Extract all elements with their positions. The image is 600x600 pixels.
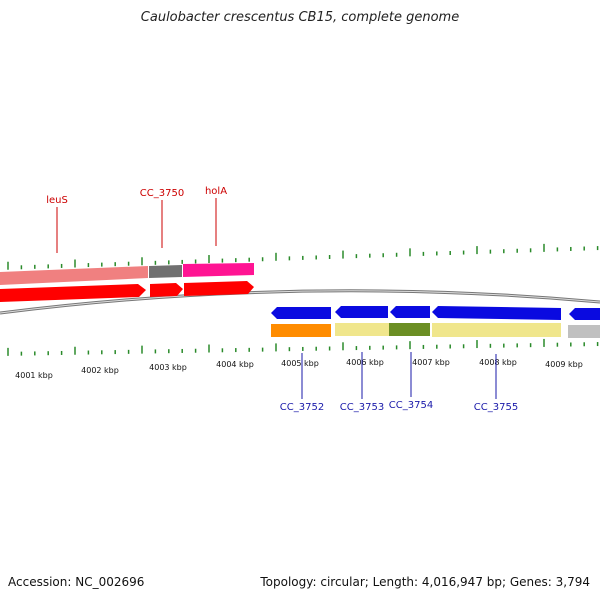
gene-leuS-arrow[interactable] <box>0 284 146 302</box>
kbp-label: 4001 kbp <box>15 371 53 380</box>
gene-holA-arrow[interactable] <box>184 281 254 296</box>
gene-label-bottom[interactable]: CC_3755 <box>474 402 518 413</box>
cds-cc3750-bar[interactable] <box>149 265 182 278</box>
topology-summary: Topology: circular; Length: 4,016,947 bp… <box>260 575 590 589</box>
gene-label-top[interactable]: CC_3750 <box>140 188 184 199</box>
map-title: Caulobacter crescentus CB15, complete ge… <box>140 10 460 25</box>
gene-label-bottom[interactable]: CC_3752 <box>280 402 324 413</box>
gene-next-arrow[interactable] <box>569 308 600 320</box>
kbp-label: 4004 kbp <box>216 360 254 369</box>
tick-marks <box>7 243 599 356</box>
kbp-label: 4006 kbp <box>346 358 384 367</box>
cds-leuS-bar[interactable] <box>0 266 148 285</box>
cds-next-bar[interactable] <box>568 325 600 338</box>
cds-cc3752-bar[interactable] <box>271 324 331 337</box>
gene-label-top[interactable]: leuS <box>46 195 68 206</box>
kbp-label: 4009 kbp <box>545 360 583 369</box>
gene-track-top <box>0 281 254 302</box>
cds-track-bottom <box>271 323 600 338</box>
gene-label-bottom[interactable]: CC_3754 <box>389 400 433 411</box>
gene-cc3754-arrow[interactable] <box>390 306 430 318</box>
kbp-label: 4002 kbp <box>81 366 119 375</box>
genome-backbone-inner <box>0 290 600 314</box>
cds-cc3754-bar[interactable] <box>389 323 430 336</box>
gene-label-top[interactable]: holA <box>205 186 227 197</box>
accession-text: Accession: NC_002696 <box>8 575 145 589</box>
kbp-label: 4008 kbp <box>479 358 517 367</box>
cds-cc3755-bar[interactable] <box>432 323 561 337</box>
cds-cc3753-bar[interactable] <box>335 323 389 336</box>
kbp-label: 4005 kbp <box>281 359 319 368</box>
gene-label-bottom[interactable]: CC_3753 <box>340 402 384 413</box>
gene-cc3753-arrow[interactable] <box>335 306 388 318</box>
kbp-label: 4007 kbp <box>412 358 450 367</box>
gene-track-bottom <box>271 306 600 320</box>
cds-holA-bar[interactable] <box>183 263 254 277</box>
kbp-label: 4003 kbp <box>149 363 187 372</box>
gene-cc3755-arrow[interactable] <box>432 306 561 320</box>
kbp-scale-labels: 4001 kbp 4002 kbp 4003 kbp 4004 kbp 4005 kbp… <box>15 358 583 380</box>
gene-cc3752-arrow[interactable] <box>271 307 331 319</box>
gene-labels: leuS CC_3750 holA CC_3752 CC_3753 CC_3754 CC_3… <box>46 186 518 413</box>
gene-cc3750-arrow[interactable] <box>150 283 183 297</box>
cds-track-top <box>0 263 254 285</box>
